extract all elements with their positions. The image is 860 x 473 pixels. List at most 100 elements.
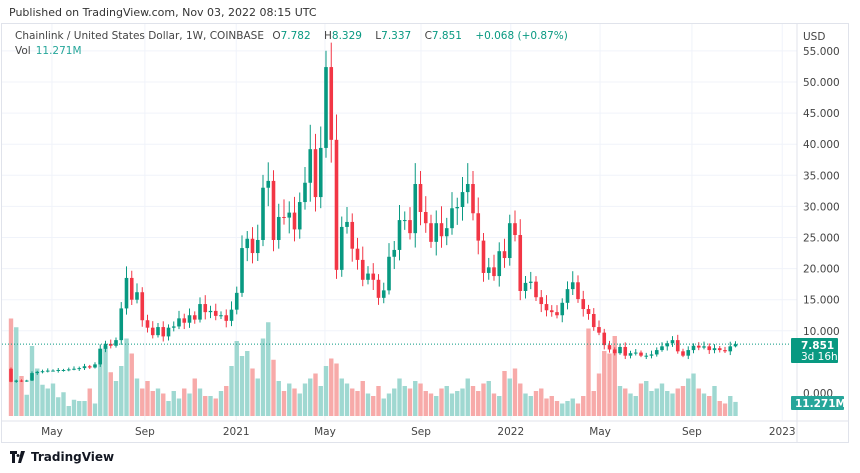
x-tick-label: 2023 xyxy=(769,426,796,438)
candle-body xyxy=(119,308,124,341)
volume-bar xyxy=(40,384,45,416)
volume-bar xyxy=(460,388,465,416)
candle-body xyxy=(345,221,349,227)
volume-bar xyxy=(455,391,460,416)
candle-body xyxy=(51,370,55,372)
candle-body xyxy=(570,282,575,290)
candle-body xyxy=(644,355,649,357)
candle-body xyxy=(198,304,202,320)
candle-body xyxy=(82,366,87,369)
volume-bar xyxy=(502,371,507,416)
volume-bar xyxy=(103,346,108,416)
volume-bar xyxy=(386,393,392,416)
candle-body xyxy=(597,327,601,333)
candle-body xyxy=(544,304,549,311)
volume-bar xyxy=(539,388,544,416)
volume-bar xyxy=(533,391,539,416)
volume-bar xyxy=(581,396,586,416)
volume-bar xyxy=(423,391,428,416)
candle-body xyxy=(366,273,370,280)
candle-body xyxy=(733,344,738,347)
y-tick-label: 30.000 xyxy=(803,201,840,213)
volume-bar xyxy=(728,396,733,416)
volume-bar xyxy=(355,391,360,416)
candle-body xyxy=(324,67,328,148)
candle-body xyxy=(612,349,617,354)
volume-bar xyxy=(717,401,722,416)
volume-bar xyxy=(465,378,470,416)
volume-bar xyxy=(434,396,439,416)
candle-body xyxy=(476,213,481,241)
candle-body xyxy=(408,220,412,234)
x-tick-label: May xyxy=(314,426,336,438)
candle-body xyxy=(481,240,486,273)
price-badge xyxy=(791,338,838,363)
volume-bar xyxy=(203,396,208,416)
candle-body xyxy=(723,350,727,352)
candle-body xyxy=(371,273,376,280)
volume-bar xyxy=(470,386,476,416)
volume-bar xyxy=(24,394,29,416)
candle-body xyxy=(30,373,34,381)
volume-bar xyxy=(602,351,607,416)
candle-body xyxy=(670,340,675,344)
volume-bar xyxy=(239,356,245,416)
volume-bar xyxy=(544,398,549,416)
candle-body xyxy=(355,248,360,260)
candle-body xyxy=(539,297,544,305)
volume-bar xyxy=(245,351,250,416)
candle-body xyxy=(182,318,187,323)
candle-body xyxy=(418,184,423,212)
candle-body xyxy=(135,292,139,300)
volume-bar xyxy=(392,388,397,416)
candle-body xyxy=(602,332,607,346)
volume-bar xyxy=(554,401,560,416)
candle-body xyxy=(691,345,696,351)
candle-body xyxy=(450,208,454,229)
volume-bar xyxy=(266,322,271,416)
volume-bar xyxy=(302,383,308,416)
volume-bar xyxy=(612,336,617,416)
close-label: C xyxy=(424,30,432,42)
close-value: 7.851 xyxy=(431,30,462,42)
chart-frame[interactable] xyxy=(1,23,849,443)
volume-bar xyxy=(140,388,145,416)
x-tick-label: May xyxy=(589,426,611,438)
volume-bar xyxy=(344,383,350,416)
volume-bar xyxy=(318,386,323,416)
candle-body xyxy=(581,299,586,310)
volume-bar xyxy=(733,401,738,416)
volume-bar xyxy=(92,403,98,416)
volume-bar xyxy=(224,386,229,416)
volume-bar xyxy=(182,388,187,416)
volume-bar xyxy=(491,393,497,416)
candle-body xyxy=(93,364,97,368)
x-tick-label: May xyxy=(41,426,63,438)
candle-body xyxy=(255,239,260,254)
open-value: 7.782 xyxy=(280,30,311,42)
volume-bar xyxy=(260,338,266,416)
candle-body xyxy=(686,350,691,356)
candle-body xyxy=(308,149,313,183)
candle-body xyxy=(534,281,538,298)
volume-bar xyxy=(271,359,276,416)
volume-bar xyxy=(407,388,413,416)
volume-bar xyxy=(528,396,533,416)
volume-bar xyxy=(560,403,565,416)
candle-body xyxy=(224,315,229,321)
y-tick-label: 20.000 xyxy=(803,264,840,276)
volume-bar xyxy=(276,381,281,416)
volume-bar xyxy=(360,381,365,416)
candle-body xyxy=(129,277,134,300)
candle-body xyxy=(271,180,276,240)
volume-bar xyxy=(617,386,623,416)
volume-bar xyxy=(722,403,728,416)
candle-body xyxy=(507,223,512,259)
volume-bar xyxy=(623,388,628,416)
candle-body xyxy=(360,259,365,280)
volume-bar xyxy=(113,381,119,416)
volume-bar xyxy=(628,393,633,416)
volume-bar xyxy=(607,353,612,416)
candle-body xyxy=(61,369,66,371)
